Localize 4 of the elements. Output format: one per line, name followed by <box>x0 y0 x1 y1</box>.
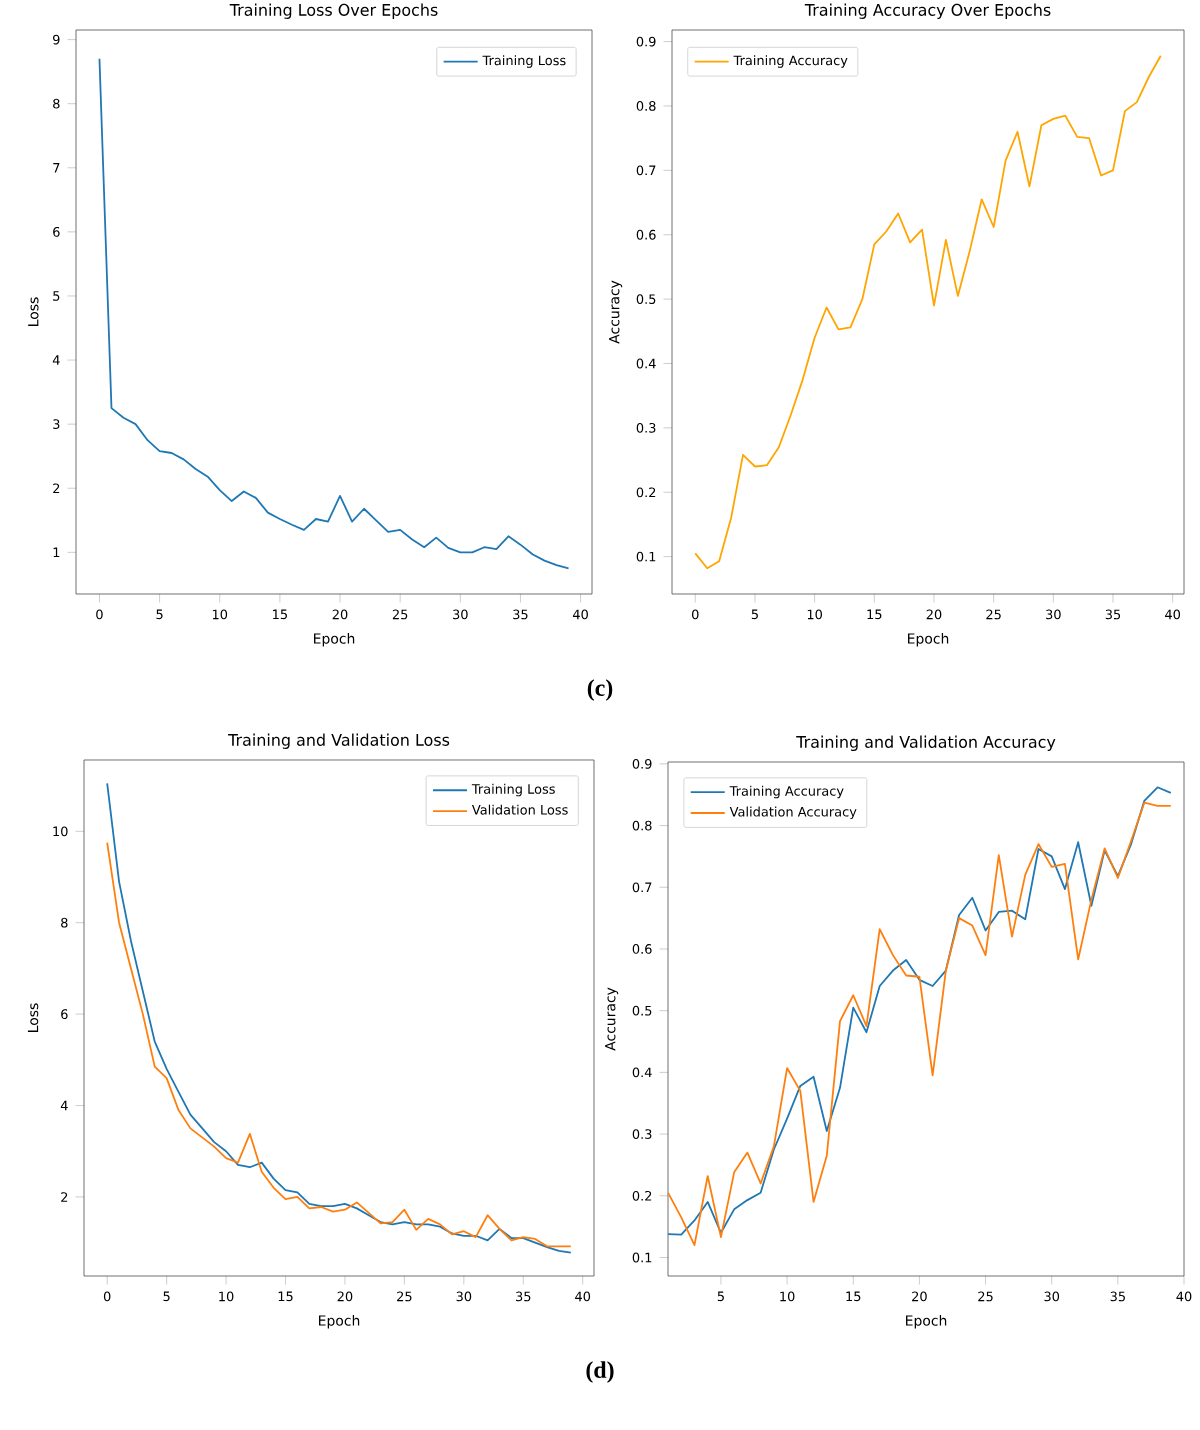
text: (d) <box>586 1361 614 1383</box>
line-series <box>694 54 1162 570</box>
text: (c) <box>587 679 613 701</box>
line-series <box>98 57 570 570</box>
